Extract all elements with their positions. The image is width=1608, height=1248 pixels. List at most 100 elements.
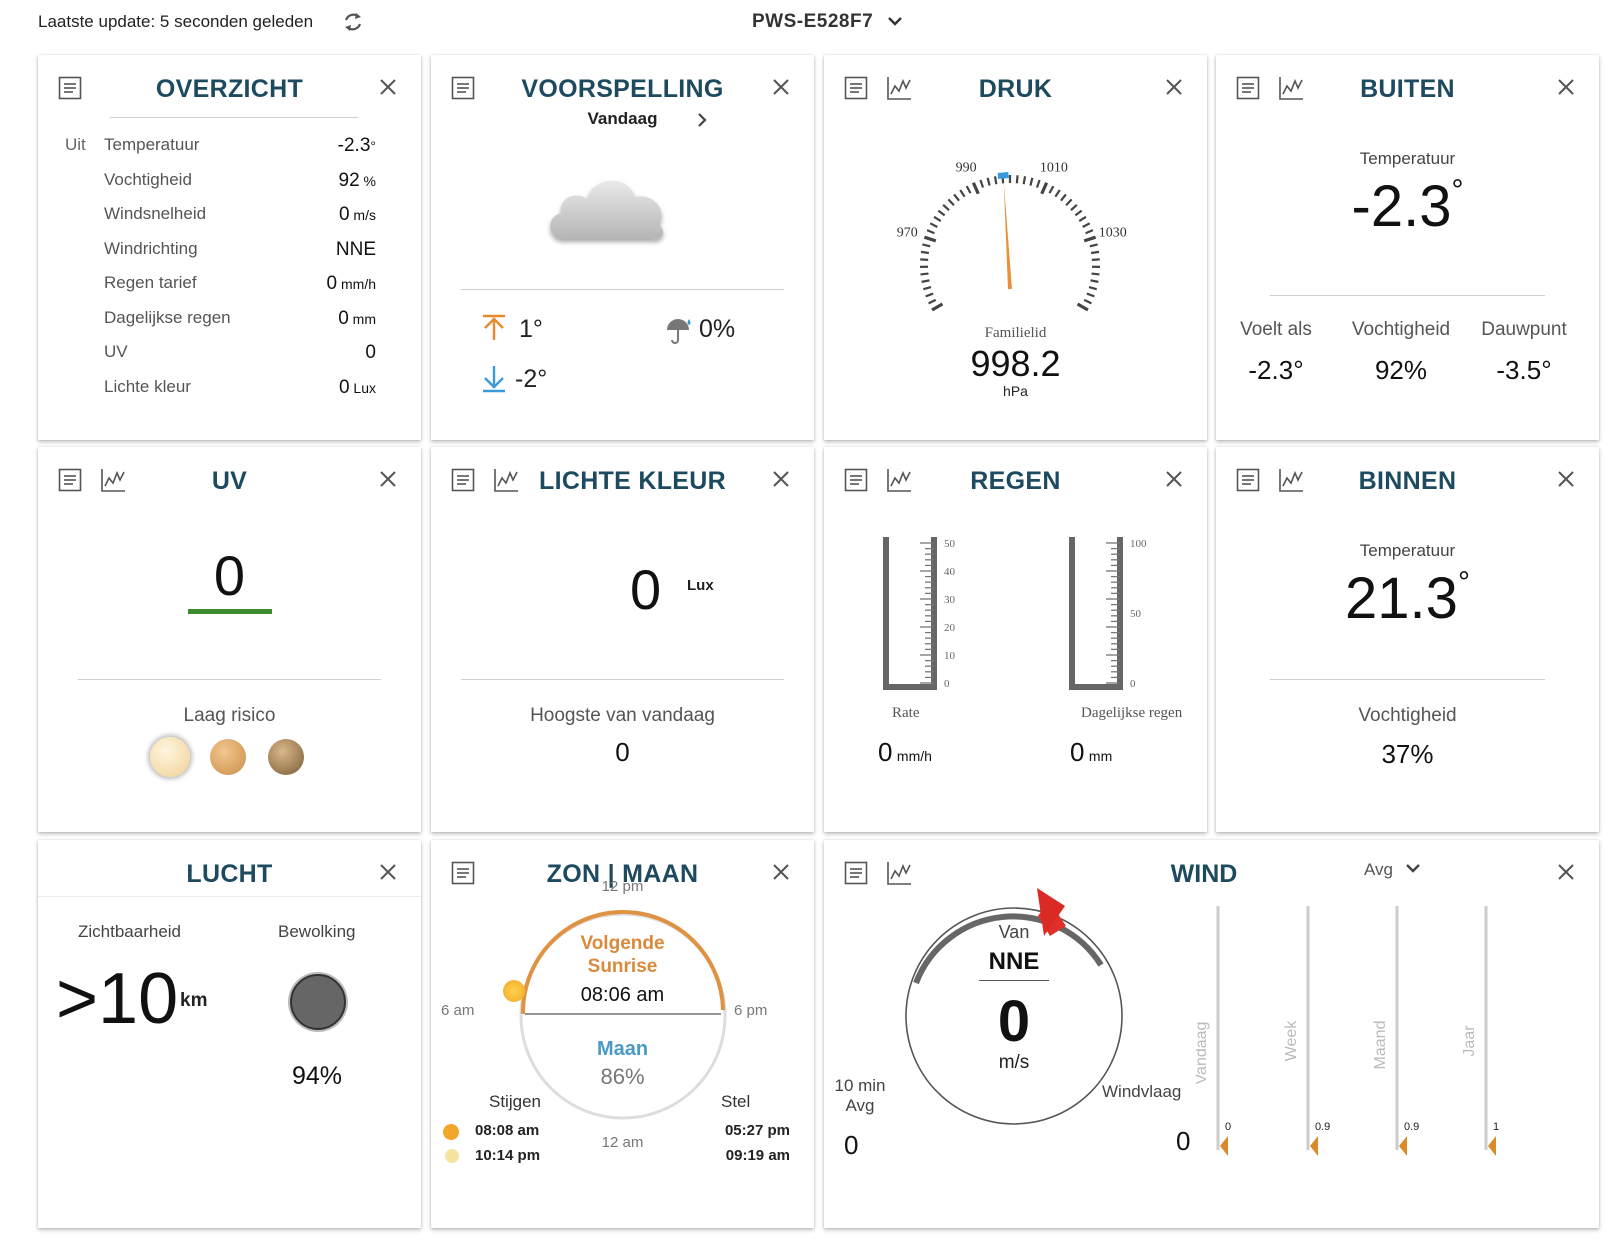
rain-tick-label: 0 [1130, 678, 1136, 690]
close-icon[interactable] [379, 78, 397, 96]
gauge-tick [1065, 198, 1073, 206]
overview-row-value: 0 mm [338, 307, 376, 329]
wind-speed: 0 [997, 989, 1031, 1054]
outdoor-stat-label: Voelt als [1240, 319, 1312, 340]
card-title: LICHTE KLEUR [539, 467, 726, 495]
pressure-gauge: 950 970 990 1010 1030 1050 [897, 160, 1127, 315]
gauge-marker [997, 172, 1010, 179]
wind-card: WIND Avg Van NNE 0 m/s 10 min Avg 0 Wind… [824, 840, 1599, 1228]
gauge-tick [1090, 279, 1099, 283]
gauge-tick [926, 229, 935, 235]
rain-tube [1069, 537, 1123, 690]
gauge-tick [947, 198, 955, 206]
close-icon[interactable] [772, 470, 790, 488]
card-title: BUITEN [1360, 75, 1455, 103]
gauge-tick [1022, 176, 1027, 185]
uv-level-bar [188, 609, 272, 614]
gauge-tick [1091, 272, 1100, 276]
rain-card: REGEN 50 40 30 20 10 0 100 50 0 Rate Dagelijkse … [824, 447, 1207, 832]
rain-chance: 0% [699, 315, 736, 343]
gauge-tick [1029, 177, 1034, 186]
close-icon[interactable] [379, 470, 397, 488]
close-icon[interactable] [1165, 470, 1183, 488]
gauge-tick [937, 209, 946, 217]
rain-tick-label: 50 [1130, 608, 1142, 620]
gauge-tick [921, 279, 930, 283]
gauge-tick [979, 179, 985, 188]
station-selector[interactable]: PWS-E528F7 [752, 11, 874, 32]
overview-row-value: NNE [335, 238, 376, 260]
wind-bar-pointer [1310, 1136, 1318, 1156]
overview-side-label: Uit [65, 135, 86, 154]
gauge-tick [1035, 179, 1041, 188]
rain-tick-label: 50 [944, 538, 956, 550]
card-title: UV [211, 467, 248, 495]
gauge-tick [1078, 215, 1087, 222]
gauge-tick [1048, 185, 1055, 194]
avg-label-1: 10 min [834, 1076, 886, 1095]
overview-row-label: Windrichting [104, 238, 198, 258]
gauge-tick [1082, 222, 1091, 228]
wind-bar-pointer [1399, 1136, 1407, 1156]
compass-dial [905, 888, 1123, 1125]
refresh-icon[interactable] [342, 11, 364, 33]
rain-tick-label: 40 [944, 566, 956, 578]
chevron-down-icon[interactable] [1404, 862, 1422, 876]
card-title: BINNEN [1358, 467, 1457, 495]
gauge-label: 1010 [1040, 160, 1068, 175]
rain-daily-value: 0 mm [1070, 737, 1113, 767]
gauge-tick [931, 302, 944, 312]
forecast-card: VOORSPELLING Vandaag 1° -2° 0% [431, 55, 814, 440]
overview-card: OVERZICHT Uit Temperatuur -2.3° Vochtigheid… [38, 55, 421, 440]
gauge-tick [1083, 298, 1092, 305]
rain-tube [883, 537, 937, 690]
avg-select[interactable]: Avg [1364, 860, 1393, 879]
light-unit: Lux [687, 577, 714, 594]
close-icon[interactable] [772, 78, 790, 96]
indoor-humidity-value: 37% [1381, 739, 1434, 769]
card-title: OVERZICHT [155, 75, 304, 103]
close-icon[interactable] [1165, 78, 1183, 96]
gauge-label: 970 [897, 226, 918, 241]
gauge-tick [953, 193, 960, 202]
outdoor-stat-label: Vochtigheid [1351, 319, 1451, 340]
chevron-down-icon[interactable] [886, 14, 904, 28]
overview-row-value: 92 % [338, 169, 376, 191]
gauge-tick [1015, 175, 1019, 184]
close-icon[interactable] [1557, 470, 1575, 488]
gauge-tick [933, 215, 942, 222]
outdoor-stat-value: 92% [1374, 355, 1428, 385]
gauge-tick [971, 182, 980, 195]
moon-label: Maan [596, 1038, 649, 1060]
chevron-right-icon[interactable] [695, 111, 709, 129]
gauge-tick [993, 176, 998, 185]
gauge-tick [1090, 250, 1100, 255]
gust-label: Windvlaag [1102, 1082, 1182, 1101]
uv-value: 0 [213, 544, 246, 607]
dial-top-label: 12 pm [601, 878, 644, 895]
forecast-day: Vandaag [587, 109, 658, 128]
skin-tone-medium [210, 739, 246, 775]
next-event-time: 08:06 am [580, 984, 665, 1006]
overview-row-label: Windsnelheid [104, 204, 207, 223]
overview-row-value: 0 Lux [338, 376, 376, 398]
gauge-tick [922, 243, 931, 248]
rain-tick-label: 100 [1130, 538, 1147, 550]
close-icon[interactable] [1557, 863, 1575, 881]
arrow-down-icon [483, 366, 505, 393]
wind-bar-value: 0 [1225, 1121, 1231, 1133]
arrow-up-icon [483, 314, 505, 340]
gust-value: 0 [1176, 1126, 1191, 1156]
close-icon[interactable] [379, 863, 397, 881]
rain-tick-label: 20 [944, 622, 956, 634]
outdoor-stat-value: -3.5° [1496, 355, 1552, 385]
sun-icon [503, 980, 525, 1002]
outdoor-temp-label: Temperatuur [1359, 149, 1456, 168]
gauge-tick [959, 189, 966, 198]
gauge-label: 990 [956, 160, 977, 175]
card-title: DRUK [978, 75, 1053, 103]
skin-tone-dark [268, 739, 304, 775]
umbrella-icon [667, 319, 691, 344]
close-icon[interactable] [1557, 78, 1575, 96]
